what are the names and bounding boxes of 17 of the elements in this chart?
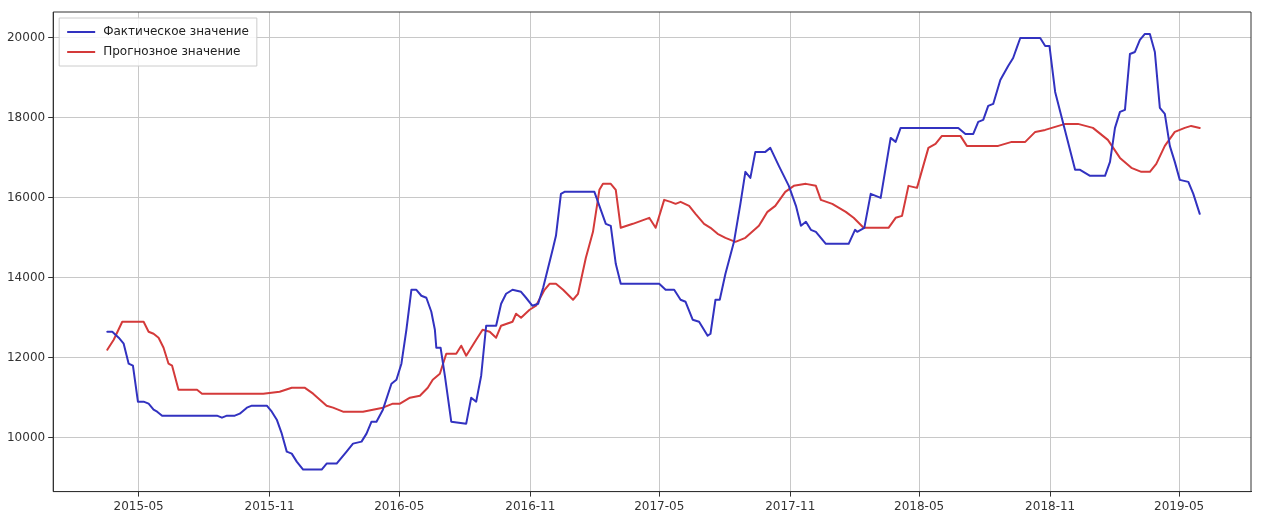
y-tick-label: 20000 xyxy=(6,30,46,45)
y-tick-label: 16000 xyxy=(6,189,46,204)
x-tick-label: 2017-05 xyxy=(634,498,685,513)
x-tick-label: 2016-05 xyxy=(374,498,425,513)
x-tick-label: 2018-05 xyxy=(894,498,945,513)
x-tick-label: 2015-05 xyxy=(113,498,164,513)
x-tick-label: 2017-11 xyxy=(765,498,816,513)
y-tick-label: 12000 xyxy=(6,349,46,364)
legend-label: Прогнозное значение xyxy=(103,44,241,59)
y-tick-label: 14000 xyxy=(6,269,46,284)
y-tick-label: 10000 xyxy=(6,429,46,444)
legend-label: Фактическое значение xyxy=(103,24,249,39)
y-tick-label: 18000 xyxy=(6,110,46,125)
x-tick-label: 2019-05 xyxy=(1154,498,1205,513)
x-tick-label: 2016-11 xyxy=(505,498,556,513)
x-tick-label: 2015-11 xyxy=(244,498,295,513)
x-tick-label: 2018-11 xyxy=(1025,498,1076,513)
